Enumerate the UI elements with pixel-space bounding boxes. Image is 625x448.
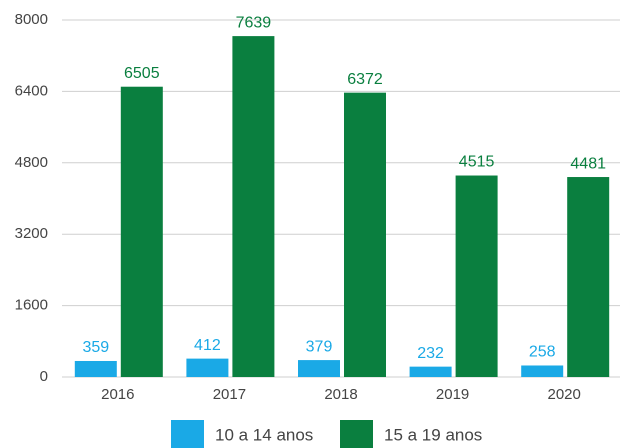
bar [298, 360, 340, 377]
bar [344, 92, 386, 377]
y-tick-label: 6400 [15, 82, 48, 99]
x-tick-label: 2020 [548, 386, 581, 403]
x-tick-label: 2016 [101, 386, 134, 403]
legend-label: 10 a 14 anos [215, 425, 313, 444]
data-label: 412 [194, 337, 221, 354]
legend-swatch [171, 420, 204, 448]
data-label: 359 [82, 339, 109, 356]
bar [120, 86, 163, 377]
bar [232, 36, 275, 378]
data-label: 379 [306, 338, 333, 355]
bar [186, 358, 229, 377]
data-label: 258 [529, 344, 556, 361]
data-label: 4481 [570, 155, 606, 172]
data-label: 232 [417, 345, 444, 362]
bar [567, 177, 610, 377]
y-tick-label: 4800 [15, 154, 48, 171]
x-tick-label: 2018 [324, 386, 357, 403]
data-label: 7639 [236, 14, 272, 31]
legend-swatch [340, 420, 373, 448]
bar [74, 360, 117, 377]
data-label: 4515 [459, 154, 495, 171]
bar [455, 175, 498, 377]
bar [409, 366, 452, 377]
y-tick-label: 8000 [15, 11, 48, 28]
bar [521, 365, 564, 377]
y-tick-label: 0 [40, 368, 48, 385]
y-tick-label: 3200 [15, 225, 48, 242]
x-tick-label: 2019 [436, 386, 469, 403]
data-label: 6372 [347, 71, 383, 88]
x-tick-label: 2017 [213, 386, 246, 403]
data-label: 6505 [124, 65, 160, 82]
y-tick-label: 1600 [15, 297, 48, 314]
legend-label: 15 a 19 anos [384, 425, 482, 444]
